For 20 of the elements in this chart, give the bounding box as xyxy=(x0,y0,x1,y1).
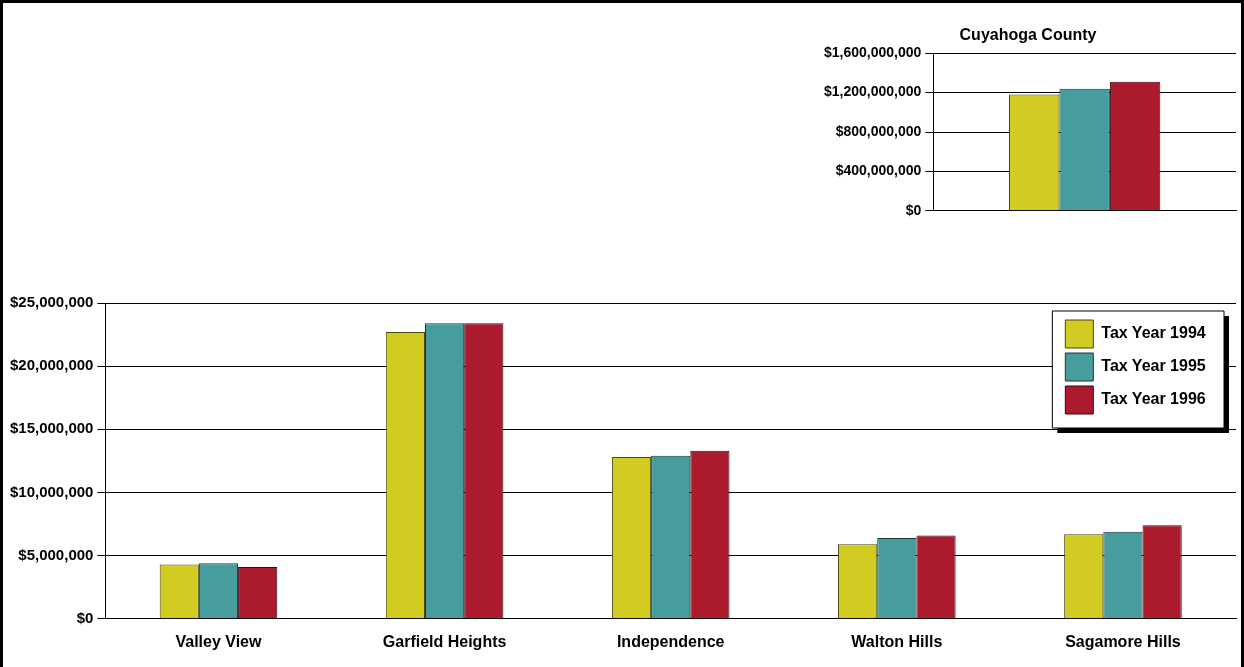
x-tick-label: Sagamore Hills xyxy=(1065,632,1181,650)
legend-label: Tax Year 1995 xyxy=(1101,357,1206,375)
y-tick-label: $1,200,000,000 xyxy=(823,83,922,100)
chart-title: Cuyahoga County xyxy=(959,26,1097,44)
y-tick-label: $10,000,000 xyxy=(9,482,94,500)
y-tick-label: $0 xyxy=(905,201,922,218)
legend-label: Tax Year 1996 xyxy=(1101,390,1206,408)
y-tick-label: $0 xyxy=(76,608,94,626)
y-tick-label: $5,000,000 xyxy=(18,545,94,563)
x-tick-label: Walton Hills xyxy=(851,632,943,650)
legend-label: Tax Year 1994 xyxy=(1101,324,1206,342)
x-tick-label: Valley View xyxy=(175,632,263,650)
y-tick-label: $20,000,000 xyxy=(9,356,94,374)
x-tick-label: Independence xyxy=(616,632,725,650)
y-tick-label: $1,600,000,000 xyxy=(823,44,922,61)
y-tick-label: $15,000,000 xyxy=(9,419,94,437)
y-tick-label: $800,000,000 xyxy=(835,122,922,139)
y-tick-label: $25,000,000 xyxy=(9,293,94,311)
y-tick-label: $400,000,000 xyxy=(835,162,922,179)
x-tick-label: Garfield Heights xyxy=(382,632,507,650)
